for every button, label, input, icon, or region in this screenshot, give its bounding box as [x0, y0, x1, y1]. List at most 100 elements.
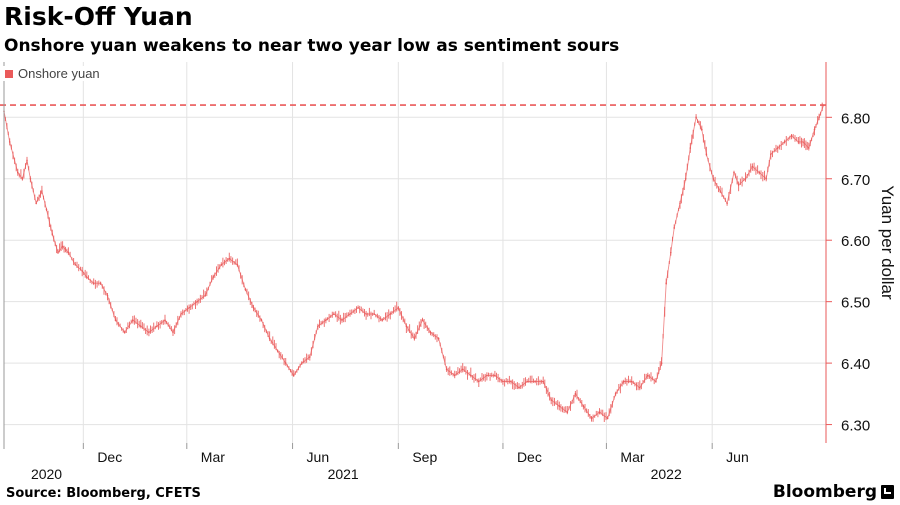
- data-point: [679, 202, 681, 205]
- x-tick-label: Sep: [412, 449, 437, 465]
- data-point: [81, 270, 83, 272]
- data-point: [518, 386, 520, 389]
- chart-title: Risk-Off Yuan: [4, 2, 193, 31]
- data-point: [357, 307, 359, 309]
- data-point: [574, 393, 577, 395]
- data-point: [212, 276, 214, 278]
- data-point: [695, 116, 697, 119]
- y-tick-label: 6.30: [841, 418, 870, 435]
- data-point: [719, 190, 721, 192]
- data-point: [276, 350, 279, 352]
- data-point: [252, 307, 255, 309]
- y-axis-title: Yuan per dollar: [878, 185, 897, 300]
- data-point: [349, 313, 351, 315]
- data-point: [196, 300, 198, 303]
- data-point: [301, 362, 303, 364]
- data-point: [526, 380, 528, 383]
- data-point: [802, 141, 804, 143]
- legend-swatch: [5, 69, 13, 78]
- series-line-layer: [3, 104, 825, 420]
- data-point: [534, 380, 536, 383]
- x-tick-label: Dec: [517, 449, 542, 465]
- data-point: [132, 319, 134, 321]
- data-point: [74, 264, 77, 266]
- data-point: [397, 307, 400, 309]
- x-tick-label: Mar: [201, 449, 225, 465]
- data-point: [670, 251, 672, 254]
- x-tick-label: Mar: [620, 449, 644, 465]
- series-line: [3, 104, 825, 420]
- data-point: [744, 178, 747, 180]
- data-point: [41, 190, 43, 192]
- data-point: [228, 257, 231, 260]
- data-point: [705, 153, 708, 155]
- data-point: [51, 233, 54, 235]
- data-point: [156, 325, 158, 328]
- data-point: [437, 337, 440, 340]
- axes: 6.30 6.40 6.50 6.60 6.70 6.80 Dec Mar Jun Sep Dec M…: [3, 62, 897, 482]
- data-point: [665, 282, 667, 285]
- data-point: [188, 307, 190, 309]
- data-point: [341, 319, 343, 321]
- data-point: [57, 251, 59, 254]
- data-point: [260, 319, 263, 321]
- data-point: [818, 116, 820, 119]
- data-point: [510, 380, 512, 383]
- data-point: [655, 380, 657, 383]
- data-point: [726, 202, 728, 205]
- data-point: [590, 417, 593, 420]
- data-point: [21, 178, 24, 180]
- data-point: [381, 319, 384, 321]
- data-point: [365, 313, 367, 315]
- data-point: [733, 171, 735, 174]
- data-point: [542, 380, 544, 383]
- source-note: Source: Bloomberg, CFETS: [6, 486, 201, 501]
- data-point: [606, 417, 609, 420]
- data-point: [558, 405, 561, 407]
- data-point: [114, 319, 117, 321]
- data-point: [244, 288, 247, 291]
- data-point: [220, 264, 223, 266]
- data-point: [333, 313, 335, 315]
- data-point: [92, 282, 95, 285]
- data-point: [292, 374, 295, 377]
- data-point: [712, 178, 715, 180]
- ohlc-bars: [3, 102, 823, 422]
- data-point: [29, 178, 32, 180]
- data-point: [373, 313, 376, 315]
- data-point: [180, 313, 182, 315]
- y-tick-label: 6.60: [841, 233, 870, 250]
- data-point: [106, 294, 109, 297]
- data-point: [148, 331, 150, 334]
- x-year-label: 2020: [31, 466, 62, 482]
- data-point: [478, 380, 480, 383]
- data-point: [67, 251, 70, 254]
- data-point: [204, 294, 206, 297]
- data-point: [26, 159, 28, 162]
- data-point: [758, 171, 761, 174]
- data-point: [770, 153, 772, 155]
- data-point: [405, 325, 408, 328]
- data-point: [822, 104, 825, 106]
- data-point: [689, 147, 692, 149]
- data-point: [783, 141, 786, 143]
- data-point: [284, 362, 287, 364]
- legend: Onshore yuan: [3, 66, 102, 81]
- data-point: [17, 171, 19, 174]
- data-point: [486, 374, 488, 377]
- data-point: [389, 313, 392, 315]
- y-tick-label: 6.40: [841, 356, 870, 373]
- data-point: [470, 374, 472, 377]
- data-point: [413, 337, 416, 340]
- data-point: [582, 405, 585, 407]
- data-point: [660, 362, 663, 364]
- data-point: [8, 141, 11, 143]
- data-point: [268, 337, 271, 340]
- data-point: [236, 264, 239, 266]
- y-tick-label: 6.50: [841, 295, 870, 312]
- legend-label: Onshore yuan: [18, 66, 100, 81]
- data-point: [751, 165, 754, 168]
- data-point: [61, 245, 64, 248]
- y-tick-label: 6.70: [841, 172, 870, 189]
